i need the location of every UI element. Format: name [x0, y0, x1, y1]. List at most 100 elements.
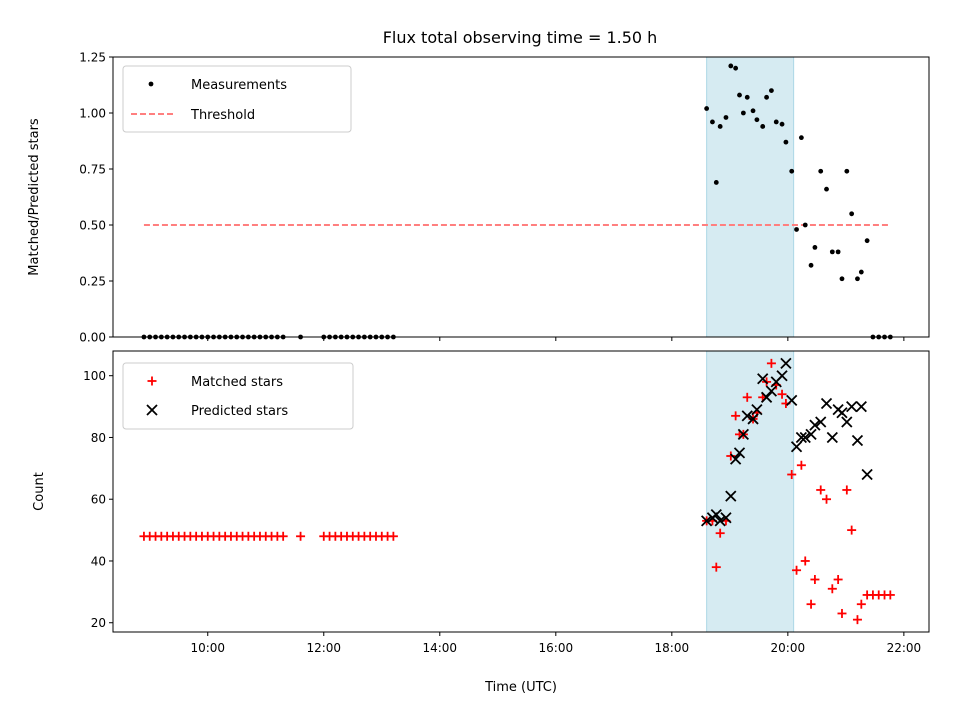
matched-star-point — [833, 575, 843, 585]
measurement-point — [844, 168, 850, 174]
cross-stroke — [720, 512, 732, 524]
predicted-star-point — [729, 453, 742, 465]
cross-stroke — [737, 428, 750, 441]
measurement-point — [858, 269, 864, 275]
x-tick-label: 22:00 — [887, 641, 922, 655]
matched-star-point — [792, 565, 802, 575]
y-tick-label: 1.00 — [79, 107, 106, 121]
x-tick-label: 14:00 — [422, 641, 457, 655]
cross-stroke — [836, 407, 848, 419]
bottom-panel: 20 40 60 80 100 10:00 12:00 14:00 16:00 18:00 20:… — [32, 350, 930, 695]
x-tick-label: 10:00 — [190, 641, 225, 655]
measurement-point — [783, 139, 789, 145]
matched-star-point — [816, 485, 826, 495]
measurement-point — [835, 249, 841, 255]
predicted-star-point — [733, 447, 746, 459]
predicted-star-point — [846, 400, 858, 413]
predicted-star-point — [737, 428, 750, 441]
predicted-star-point — [765, 385, 778, 397]
predicted-star-point — [700, 515, 713, 527]
measurement-point — [794, 227, 799, 232]
y-tick-label: 0.25 — [79, 275, 106, 289]
predicted-star-point — [757, 373, 769, 385]
bottom-y-ticks: 20 40 60 80 100 — [83, 369, 113, 630]
matched-star-point — [296, 531, 306, 541]
predicted-star-point — [861, 468, 873, 481]
measurement-point — [855, 276, 860, 282]
measurement-point — [824, 186, 829, 192]
top-x-ticks — [207, 337, 905, 341]
measurement-point — [710, 119, 715, 125]
cross-stroke — [855, 400, 867, 413]
x-tick-label: 18:00 — [655, 641, 690, 655]
legend-predicted-label: Predicted stars — [191, 404, 288, 419]
measurement-point — [740, 110, 746, 116]
measurement-point — [733, 65, 739, 71]
predicted-star-point — [725, 490, 737, 502]
predicted-star-point — [809, 419, 821, 431]
cross-stroke — [820, 397, 833, 410]
matched-star-point — [278, 531, 288, 541]
matched-star-point — [796, 460, 806, 470]
measurement-point — [798, 135, 804, 141]
measurement-point — [760, 124, 766, 129]
cross-stroke — [786, 394, 798, 407]
y-tick-label: 80 — [91, 431, 106, 445]
measurement-point — [818, 168, 824, 174]
x-tick-label: 12:00 — [306, 641, 341, 655]
matched-star-point — [388, 531, 398, 541]
matched-star-point — [810, 575, 820, 585]
y-tick-label: 60 — [91, 493, 106, 507]
matched-star-point — [827, 584, 837, 594]
bottom-y-axis-label: Count — [32, 472, 47, 511]
top-plot-frame — [112, 56, 930, 338]
cross-stroke — [780, 357, 792, 369]
measurement-point — [808, 262, 814, 268]
y-tick-label: 1.25 — [79, 51, 106, 65]
measurement-point — [789, 168, 795, 174]
legend-cross-glyph — [146, 404, 158, 416]
measurement-point — [769, 88, 774, 93]
predicted-star-point — [855, 400, 867, 413]
matched-star-point — [806, 599, 816, 609]
shaded-interval — [706, 56, 795, 338]
matched-star-point — [742, 392, 752, 402]
y-tick-label: 40 — [91, 554, 106, 568]
cross-stroke — [805, 428, 817, 441]
measurement-point — [812, 245, 818, 250]
predicted-stars-points — [700, 357, 873, 527]
measurement-point — [773, 119, 779, 125]
measurement-point — [723, 115, 729, 120]
bottom-plot-frame — [112, 350, 930, 633]
matched-star-point — [837, 608, 847, 618]
x-tick-label: 20:00 — [771, 641, 806, 655]
y-tick-label: 0.50 — [79, 219, 106, 233]
cross-stroke — [799, 431, 811, 444]
cross-stroke — [851, 434, 864, 447]
predicted-star-point — [820, 397, 833, 410]
bottom-legend: Matched stars Predicted stars — [122, 362, 354, 430]
cross-stroke — [815, 416, 827, 428]
predicted-star-point — [720, 512, 732, 524]
cross-stroke — [714, 515, 726, 527]
x-axis-label: Time (UTC) — [484, 680, 557, 695]
cross-stroke — [725, 490, 737, 502]
cross-stroke — [809, 419, 821, 431]
legend-measurements-label: Measurements — [191, 78, 287, 93]
matched-star-point — [715, 528, 725, 538]
predicted-star-point — [795, 431, 808, 444]
y-tick-label: 20 — [91, 616, 106, 630]
matched-star-point — [856, 599, 866, 609]
measurement-point — [829, 249, 835, 255]
legend-measurements-marker — [148, 81, 154, 87]
predicted-star-point — [780, 357, 792, 369]
top-y-ticks: 0.00 0.25 0.50 0.75 1.00 1.25 — [79, 51, 113, 345]
measurement-point — [764, 94, 769, 100]
measurement-point — [713, 180, 719, 185]
predicted-star-point — [851, 434, 864, 447]
cross-stroke — [733, 447, 746, 459]
x-tick-label: 16:00 — [539, 641, 574, 655]
cross-stroke — [741, 410, 753, 422]
top-legend-box — [122, 65, 352, 133]
